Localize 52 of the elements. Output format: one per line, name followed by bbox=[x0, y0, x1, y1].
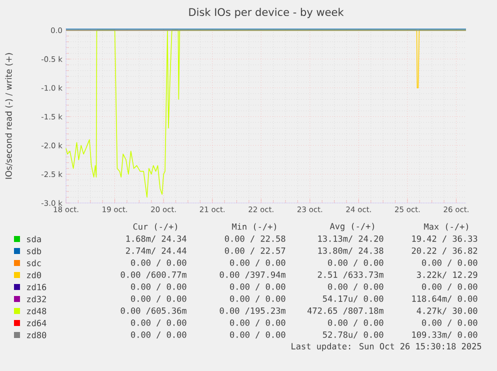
text: 0.00 / 0.00 bbox=[230, 331, 286, 339]
legend-label: zd32 bbox=[27, 296, 46, 302]
text: 0.00 / 0.00 bbox=[131, 259, 186, 267]
text: 0.00 / 0.00 bbox=[422, 319, 478, 327]
text: 118.64m/ 0.00 bbox=[412, 295, 478, 303]
text: Cur (-/+) bbox=[133, 223, 178, 231]
text: 0.00 / 0.00 bbox=[131, 331, 186, 339]
text: 0.00 / 0.00 bbox=[230, 319, 286, 327]
text: Last update: Sun Oct 26 15:30:18 2025 bbox=[292, 342, 482, 352]
text: 20.22 / 36.82 bbox=[412, 247, 478, 255]
text: 0.00 / 22.57 bbox=[224, 247, 286, 255]
text: 3.22k/ 12.29 bbox=[416, 271, 478, 279]
text: 0.00 /600.77m bbox=[120, 271, 186, 279]
text: 4.27k/ 30.00 bbox=[416, 307, 478, 315]
text: 54.17u/ 0.00 bbox=[322, 295, 384, 303]
legend-label: zd64 bbox=[27, 320, 46, 326]
text: 13.13m/ 24.20 bbox=[318, 235, 384, 243]
text: 0.00 / 0.00 bbox=[230, 295, 286, 303]
y-axis-title: IOs/second read (-) / write (+) bbox=[5, 53, 13, 179]
text: 0.00 / 22.58 bbox=[224, 235, 286, 243]
text: 0.00 / 0.00 bbox=[131, 319, 186, 327]
legend-label: sdc bbox=[27, 260, 41, 266]
text: 1.68m/ 24.34 bbox=[126, 235, 186, 243]
legend-label: zd80 bbox=[27, 332, 46, 338]
legend-label: zd16 bbox=[27, 284, 46, 290]
legend-label: zd0 bbox=[27, 272, 42, 278]
legend-label: sdb bbox=[27, 248, 42, 254]
text: 0.00 / 0.00 bbox=[230, 283, 286, 291]
text: 2.51 /633.73m bbox=[318, 271, 384, 279]
text: Max (-/+) bbox=[424, 223, 468, 231]
text: 0.00 / 0.00 bbox=[422, 283, 478, 291]
text: 52.78u/ 0.00 bbox=[322, 331, 384, 339]
text: 0.00 /605.36m bbox=[120, 307, 186, 315]
text: 0.00 / 0.00 bbox=[328, 283, 384, 291]
text: 13.80m/ 24.38 bbox=[318, 247, 384, 255]
legend-label: sda bbox=[27, 236, 41, 242]
text: 0.00 / 0.00 bbox=[131, 295, 186, 303]
text: 0.00 /397.94m bbox=[220, 271, 286, 279]
text: 109.33m/ 0.00 bbox=[412, 331, 478, 339]
text: 2.74m/ 24.44 bbox=[126, 247, 186, 255]
text: Avg (-/+) bbox=[330, 222, 374, 232]
text: 19.42 / 36.33 bbox=[412, 235, 478, 243]
text: 0.00 / 0.00 bbox=[328, 319, 384, 327]
text: 0.00 / 0.00 bbox=[328, 259, 384, 267]
chart-title: Disk IOs per device - by week bbox=[189, 8, 344, 18]
text: Min (-/+) bbox=[232, 223, 276, 231]
text: 0.00 /195.23m bbox=[220, 307, 286, 315]
text: 0.00 / 0.00 bbox=[131, 283, 186, 291]
legend-label: zd48 bbox=[27, 308, 46, 314]
text: 472.65 /807.18m bbox=[307, 307, 384, 315]
text: 0.00 / 0.00 bbox=[422, 259, 478, 267]
text: 0.00 / 0.00 bbox=[230, 259, 286, 267]
